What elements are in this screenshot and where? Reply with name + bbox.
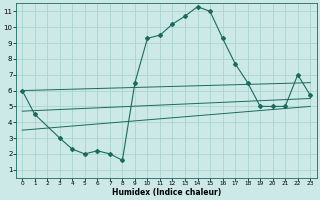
X-axis label: Humidex (Indice chaleur): Humidex (Indice chaleur) (112, 188, 221, 197)
